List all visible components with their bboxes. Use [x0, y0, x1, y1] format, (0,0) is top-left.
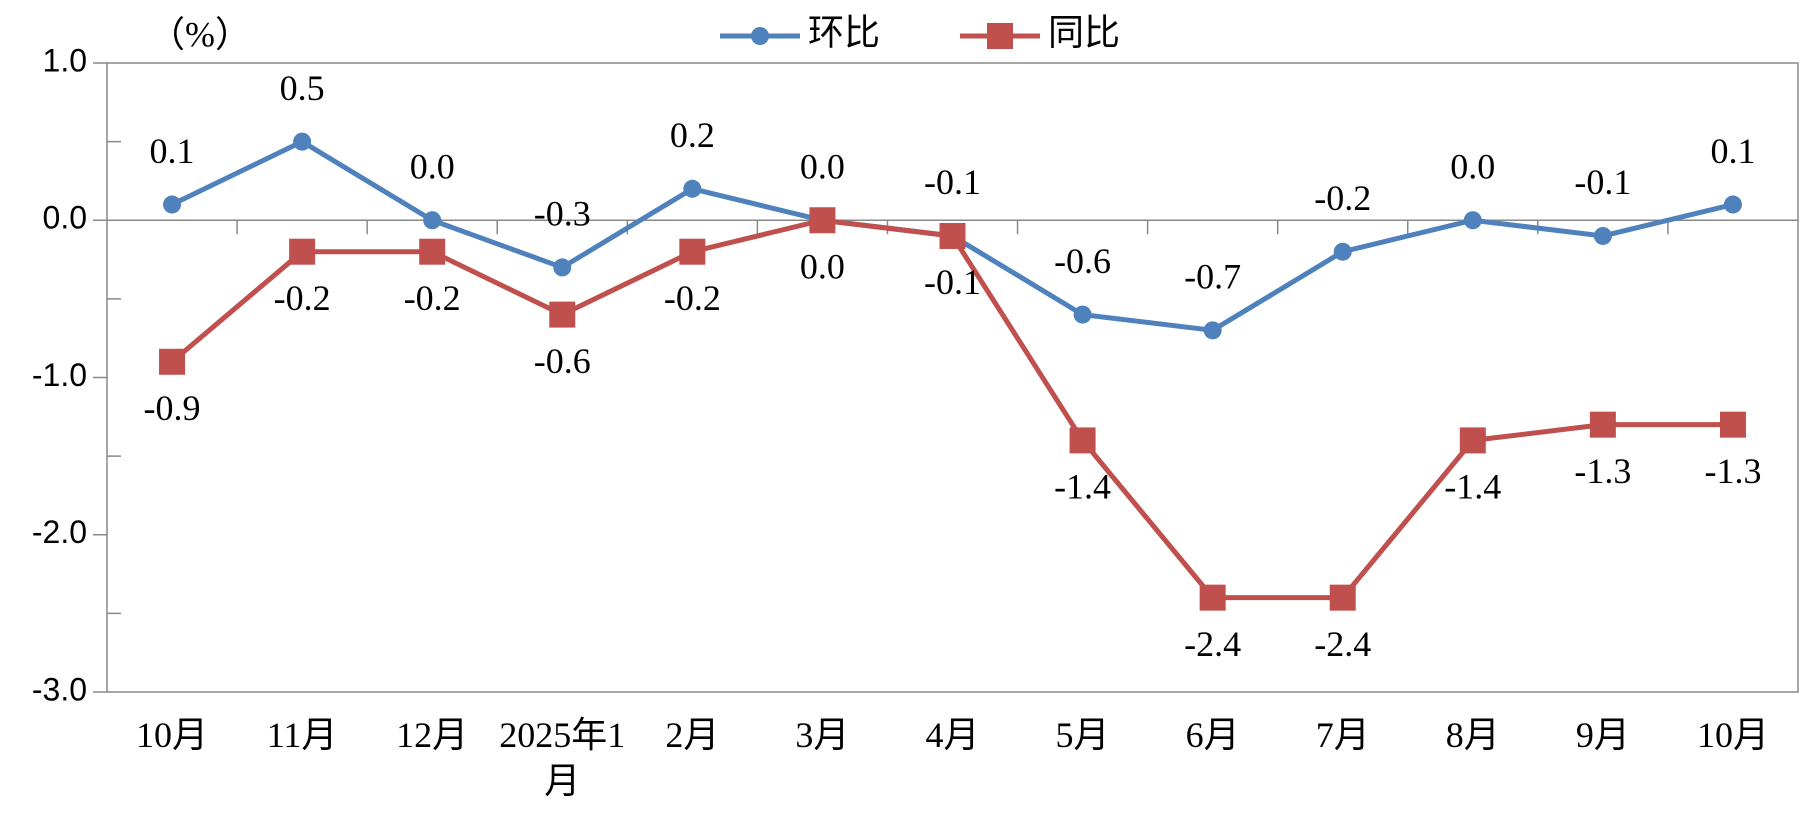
y-axis-label: （%）: [149, 14, 251, 54]
data-label: -2.4: [1184, 624, 1241, 664]
y-tick-label: -1.0: [32, 357, 87, 393]
marker: [1593, 226, 1612, 245]
marker: [1463, 211, 1482, 230]
data-label: -0.2: [274, 278, 331, 318]
marker: [163, 195, 182, 214]
x-tick-label: 2025年1月: [499, 715, 626, 801]
marker: [1459, 427, 1486, 454]
data-label: -1.4: [1444, 467, 1501, 507]
x-tick-label: 12月: [396, 715, 469, 755]
y-tick-label: 1.0: [43, 42, 87, 78]
data-label: -1.4: [1054, 467, 1111, 507]
marker: [1723, 195, 1742, 214]
data-label: 0.0: [800, 247, 845, 287]
marker: [293, 132, 312, 151]
y-tick-label: -2.0: [32, 514, 87, 550]
x-tick-label: 9月: [1575, 715, 1630, 755]
marker: [423, 211, 442, 230]
marker: [1333, 242, 1352, 261]
x-tick-label: 2月: [665, 715, 720, 755]
marker: [1069, 427, 1096, 454]
x-tick-label: 7月: [1315, 715, 1370, 755]
marker: [1589, 411, 1616, 438]
x-tick-label: 6月: [1185, 715, 1240, 755]
y-tick-label: 0.0: [43, 200, 87, 236]
data-label: -1.3: [1574, 451, 1631, 491]
legend-label: 环比: [808, 12, 880, 52]
marker: [1719, 411, 1746, 438]
x-tick-label: 3月: [795, 715, 850, 755]
data-label: 0.5: [280, 68, 325, 108]
data-label: -0.7: [1184, 257, 1241, 297]
marker: [1203, 321, 1222, 340]
data-label: 0.0: [1450, 147, 1495, 187]
data-label: -0.1: [1574, 162, 1631, 202]
marker: [1199, 584, 1226, 611]
data-label: -0.1: [924, 262, 981, 302]
x-tick-label: 5月: [1055, 715, 1110, 755]
marker: [683, 179, 702, 198]
data-label: -0.6: [534, 341, 591, 381]
legend-marker: [751, 27, 769, 45]
plot-area: [106, 62, 1799, 693]
marker: [1073, 305, 1092, 324]
marker: [679, 238, 706, 265]
marker: [159, 348, 186, 375]
marker: [553, 258, 572, 277]
data-label: -0.6: [1054, 241, 1111, 281]
x-tick-label: 4月: [925, 715, 980, 755]
x-tick-label: 11月: [266, 715, 338, 755]
marker: [549, 301, 576, 328]
data-label: -1.3: [1704, 451, 1761, 491]
marker: [1329, 584, 1356, 611]
data-label: -0.2: [664, 278, 721, 318]
data-label: -2.4: [1314, 624, 1371, 664]
y-tick-label: -3.0: [32, 671, 87, 707]
data-label: -0.2: [1314, 178, 1371, 218]
marker: [809, 207, 836, 234]
x-tick-label: 8月: [1445, 715, 1500, 755]
x-tick-label: 10月: [1696, 715, 1769, 755]
marker: [939, 222, 966, 249]
marker: [419, 238, 446, 265]
legend-label: 同比: [1048, 12, 1120, 52]
x-tick-label: 10月: [136, 715, 209, 755]
data-label: 0.0: [800, 147, 845, 187]
data-label: -0.9: [144, 388, 201, 428]
data-label: 0.2: [670, 115, 715, 155]
legend-marker: [987, 23, 1013, 49]
data-label: 0.1: [150, 131, 195, 171]
data-label: -0.3: [534, 194, 591, 234]
marker: [289, 238, 316, 265]
data-label: 0.1: [1710, 131, 1755, 171]
data-label: -0.1: [924, 162, 981, 202]
data-label: -0.2: [404, 278, 461, 318]
data-label: 0.0: [410, 147, 455, 187]
